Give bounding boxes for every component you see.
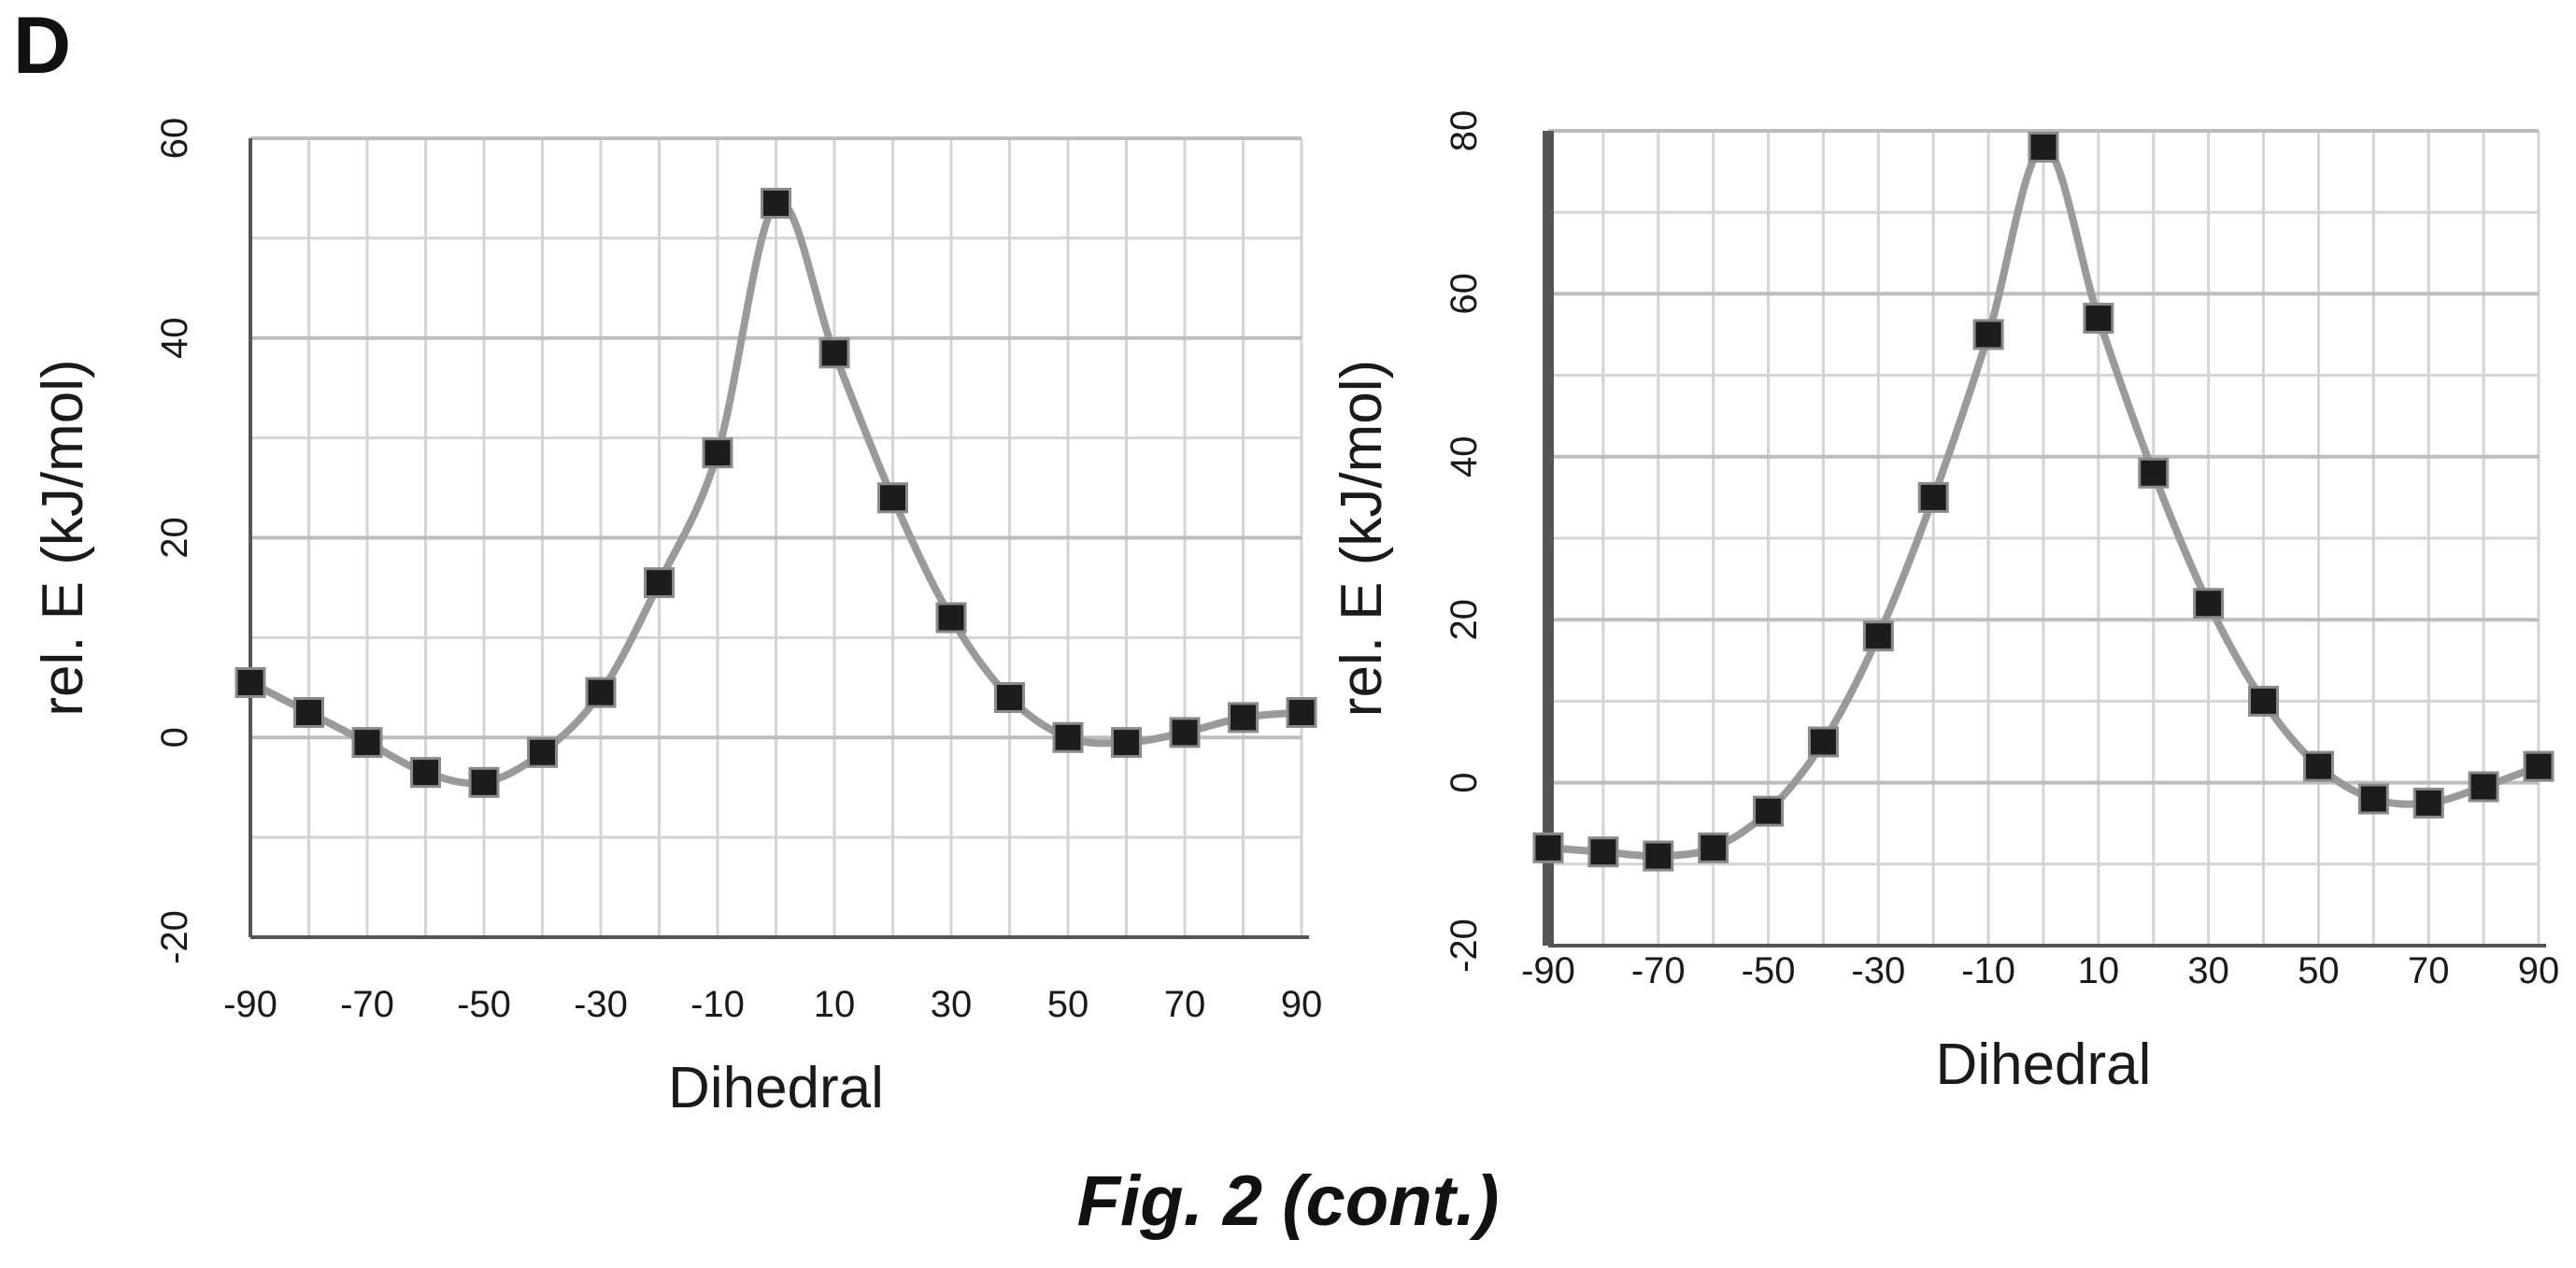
x-tick-label: 30 <box>931 984 973 1025</box>
data-point-marker <box>935 602 967 634</box>
panel-label: D <box>13 1 72 91</box>
x-tick-label: -10 <box>1961 950 2015 991</box>
data-point-marker <box>1862 620 1894 652</box>
y-tick-label: 60 <box>1444 273 1485 315</box>
y-tick-label: -20 <box>154 910 195 964</box>
x-tick-label: -70 <box>340 984 394 1025</box>
data-point-marker <box>527 736 558 768</box>
data-point-marker <box>235 666 266 698</box>
data-point-marker <box>818 337 850 369</box>
data-point-marker <box>1587 836 1619 868</box>
data-point-marker <box>2193 588 2225 620</box>
y-tick-label: 20 <box>1444 599 1485 641</box>
data-point-marker <box>702 437 733 469</box>
data-point-marker <box>761 187 791 219</box>
x-tick-label: -90 <box>1521 950 1575 991</box>
y-tick-label: 0 <box>154 727 195 748</box>
data-point-marker <box>2468 771 2499 803</box>
data-point-marker <box>2083 303 2114 335</box>
x-tick-label: 70 <box>1164 984 1206 1025</box>
data-point-marker <box>351 727 383 759</box>
x-tick-label: 30 <box>2187 950 2229 991</box>
y-tick-label: 40 <box>1444 436 1485 478</box>
y-tick-label: 20 <box>154 517 195 559</box>
data-point-marker <box>1643 840 1674 872</box>
x-tick-label: 10 <box>814 984 856 1025</box>
y-axis-title: rel. E (kJ/mol) <box>1330 360 1394 717</box>
data-point-marker <box>644 567 675 599</box>
data-point-marker <box>585 677 617 708</box>
data-point-marker <box>1917 481 1949 513</box>
data-point-marker <box>1111 727 1142 759</box>
data-point-marker <box>1698 832 1729 863</box>
x-axis-title: Dihedral <box>1936 1033 2152 1097</box>
data-point-marker <box>2138 457 2170 489</box>
data-point-marker <box>1972 319 2004 350</box>
data-point-marker <box>994 682 1025 713</box>
x-tick-label: 50 <box>1047 984 1089 1025</box>
data-point-marker <box>877 482 908 514</box>
data-point-marker <box>293 697 324 729</box>
figure-caption: Fig. 2 (cont.) <box>1076 1161 1500 1241</box>
data-point-marker <box>2248 685 2280 717</box>
x-tick-label: 50 <box>2298 950 2340 991</box>
x-axis-title: Dihedral <box>668 1056 884 1120</box>
y-tick-label: 80 <box>1444 110 1485 152</box>
x-tick-label: -30 <box>1851 950 1905 991</box>
y-tick-label: 60 <box>154 118 195 160</box>
x-tick-label: 70 <box>2408 950 2450 991</box>
x-tick-label: -10 <box>690 984 745 1025</box>
data-point-marker <box>2302 750 2334 782</box>
data-point-marker <box>2412 787 2444 819</box>
data-point-marker <box>2523 750 2555 782</box>
data-point-marker <box>1532 832 1564 863</box>
y-tick-label: 40 <box>154 318 195 360</box>
y-tick-label: -20 <box>1444 919 1485 973</box>
data-point-marker <box>1228 702 1259 734</box>
x-tick-label: -90 <box>223 984 278 1025</box>
x-tick-label: 10 <box>2078 950 2120 991</box>
data-point-marker <box>410 757 441 789</box>
data-point-marker <box>2028 131 2059 163</box>
x-tick-label: -30 <box>574 984 628 1025</box>
x-tick-label: -50 <box>1742 950 1796 991</box>
data-point-marker <box>1286 697 1317 729</box>
y-axis-title: rel. E (kJ/mol) <box>31 359 95 716</box>
data-point-marker <box>1753 795 1785 827</box>
data-point-marker <box>1052 721 1084 753</box>
data-point-marker <box>468 766 500 798</box>
y-tick-label: 0 <box>1444 772 1485 792</box>
data-point-marker <box>2357 783 2389 815</box>
x-tick-label: -70 <box>1631 950 1686 991</box>
x-tick-label: 90 <box>1281 984 1323 1025</box>
x-tick-label: -50 <box>457 984 511 1025</box>
x-tick-label: 90 <box>2518 950 2560 991</box>
data-point-marker <box>1807 726 1839 758</box>
data-point-marker <box>1169 717 1201 748</box>
